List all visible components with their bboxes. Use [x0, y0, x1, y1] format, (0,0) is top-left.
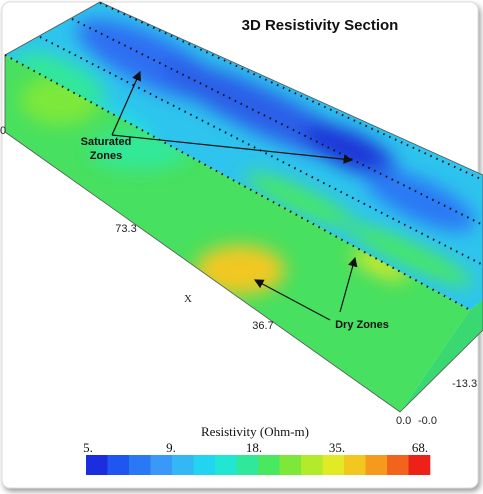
- colorbar-swatch: [150, 455, 173, 475]
- x-axis-label: X: [184, 293, 192, 305]
- colorbar-tick-label: 18.: [246, 440, 262, 455]
- survey-lines: [4, 2, 483, 311]
- corner-label: 0.0: [396, 415, 411, 427]
- colorbar-swatch: [193, 455, 216, 475]
- colorbar-swatch: [172, 455, 194, 475]
- title: 3D Resistivity Section: [242, 17, 399, 34]
- arrows: [111, 70, 358, 321]
- colorbar-swatch: [344, 455, 366, 475]
- x-tick-label: 73.3: [115, 223, 136, 235]
- colorbar: [86, 455, 431, 475]
- colorbar-swatch: [258, 455, 280, 475]
- block-outline: [4, 1, 483, 413]
- colorbar-swatch: [236, 455, 259, 475]
- colorbar-tick-label: 5.: [83, 440, 93, 455]
- colorbar-swatch: [86, 455, 108, 475]
- colorbar-swatch: [107, 455, 130, 475]
- colorbar-swatch: [215, 455, 237, 475]
- colorbar-tick-label: 9.: [166, 440, 176, 455]
- colorbar-label: Resistivity (Ohm-m): [201, 424, 309, 439]
- colorbar-swatch: [408, 455, 431, 475]
- annotation-saturated: Zones: [90, 150, 122, 162]
- edge-label: 0: [0, 125, 6, 137]
- annotation-saturated: Saturated: [81, 136, 132, 148]
- depth-tick-label: -13.3: [452, 378, 477, 390]
- corner-label: -0.0: [418, 415, 437, 427]
- colorbar-tick-label: 35.: [329, 440, 345, 455]
- colorbar-swatch: [365, 455, 388, 475]
- colorbar-ticks: 5. 9. 18. 35. 68.: [83, 440, 428, 455]
- colorbar-swatch: [279, 455, 302, 475]
- x-tick-label: 36.7: [252, 320, 273, 332]
- colorbar-swatch: [301, 455, 323, 475]
- side-face: [400, 300, 483, 412]
- colorbar-tick-label: 68.: [412, 440, 428, 455]
- colorbar-swatch: [129, 455, 151, 475]
- colorbar-swatch: [322, 455, 345, 475]
- annotation-dry: Dry Zones: [335, 319, 389, 331]
- colorbar-swatch: [387, 455, 409, 475]
